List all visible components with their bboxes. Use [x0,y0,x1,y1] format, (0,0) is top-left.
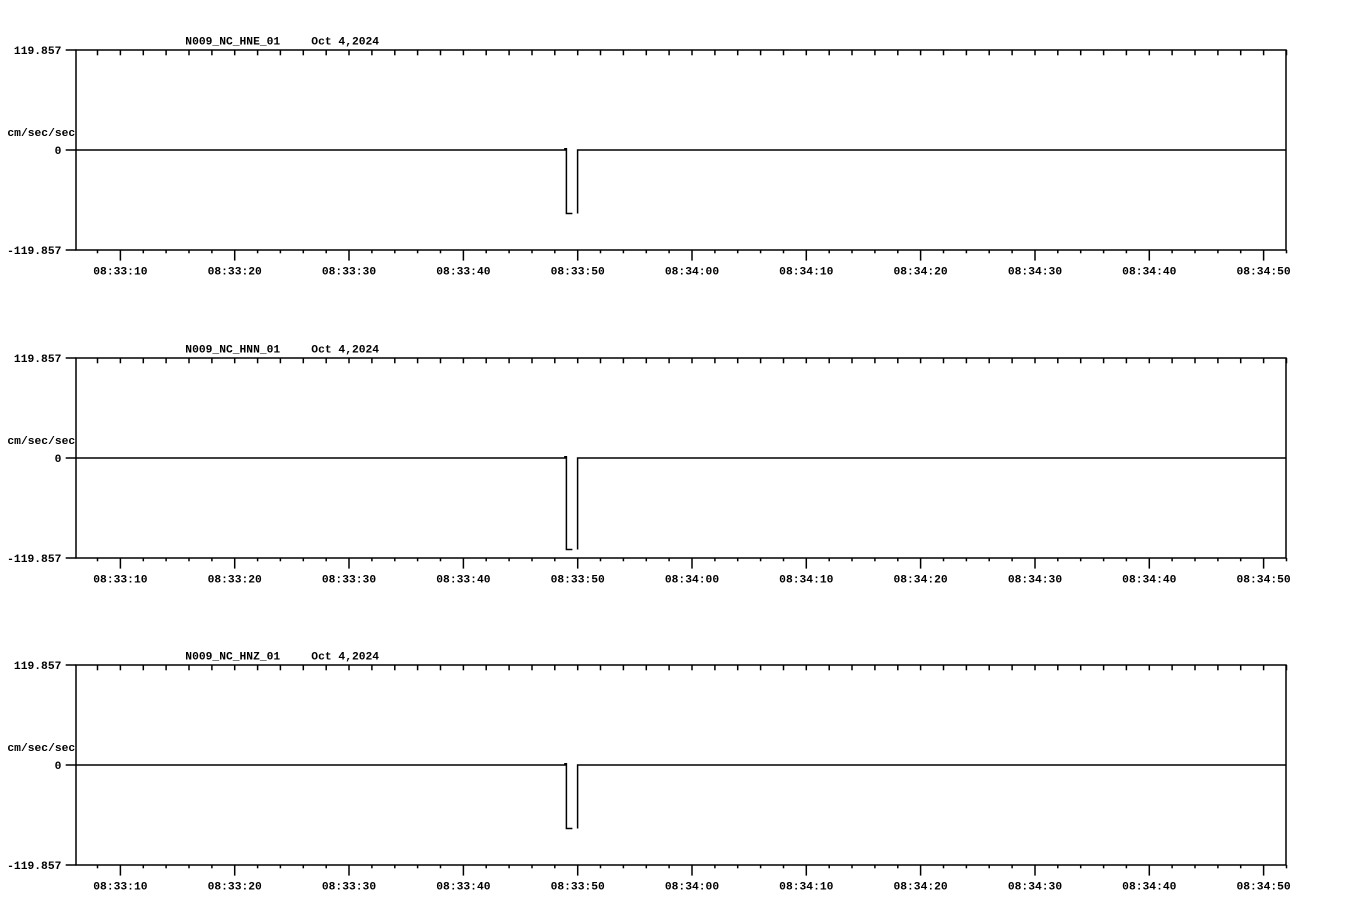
svg-text:119.857: 119.857 [14,354,62,366]
svg-text:N009_NC_HNZ_01: N009_NC_HNZ_01 [185,652,280,664]
svg-text:08:33:50: 08:33:50 [551,575,605,587]
svg-text:08:34:00: 08:34:00 [665,267,719,279]
svg-text:119.857: 119.857 [14,661,62,673]
svg-text:-119.857: -119.857 [7,246,61,258]
svg-text:08:33:30: 08:33:30 [322,575,376,587]
svg-text:08:33:30: 08:33:30 [322,267,376,279]
svg-text:Oct 4,2024: Oct 4,2024 [311,345,379,357]
svg-text:08:34:30: 08:34:30 [1008,882,1062,894]
svg-text:08:34:30: 08:34:30 [1008,575,1062,587]
svg-text:08:33:20: 08:33:20 [208,882,262,894]
svg-text:08:34:50: 08:34:50 [1236,267,1290,279]
svg-text:08:33:20: 08:33:20 [208,267,262,279]
svg-text:08:34:40: 08:34:40 [1122,267,1176,279]
svg-text:08:34:00: 08:34:00 [665,882,719,894]
svg-text:08:33:30: 08:33:30 [322,882,376,894]
svg-text:08:33:20: 08:33:20 [208,575,262,587]
svg-text:cm/sec/sec: cm/sec/sec [7,743,75,755]
svg-text:08:33:40: 08:33:40 [436,882,490,894]
svg-text:08:34:10: 08:34:10 [779,575,833,587]
svg-text:08:33:50: 08:33:50 [551,267,605,279]
svg-text:119.857: 119.857 [14,46,62,58]
svg-text:08:33:10: 08:33:10 [93,267,147,279]
svg-text:08:33:10: 08:33:10 [93,882,147,894]
svg-text:0: 0 [55,454,62,466]
svg-text:Oct 4,2024: Oct 4,2024 [311,652,379,664]
svg-text:0: 0 [55,761,62,773]
svg-text:08:33:10: 08:33:10 [93,575,147,587]
svg-text:cm/sec/sec: cm/sec/sec [7,436,75,448]
svg-text:08:34:20: 08:34:20 [893,882,947,894]
svg-text:0: 0 [55,146,62,158]
svg-text:N009_NC_HNE_01: N009_NC_HNE_01 [185,37,280,49]
svg-text:cm/sec/sec: cm/sec/sec [7,128,75,140]
svg-text:08:34:10: 08:34:10 [779,267,833,279]
svg-text:08:34:50: 08:34:50 [1236,882,1290,894]
svg-text:08:34:10: 08:34:10 [779,882,833,894]
svg-text:-119.857: -119.857 [7,554,61,566]
svg-text:08:33:40: 08:33:40 [436,267,490,279]
svg-text:08:34:30: 08:34:30 [1008,267,1062,279]
svg-text:08:34:20: 08:34:20 [893,575,947,587]
svg-text:08:34:00: 08:34:00 [665,575,719,587]
svg-text:N009_NC_HNN_01: N009_NC_HNN_01 [185,345,280,357]
svg-text:Oct 4,2024: Oct 4,2024 [311,37,379,49]
svg-text:-119.857: -119.857 [7,861,61,873]
svg-text:08:34:50: 08:34:50 [1236,575,1290,587]
svg-text:08:34:40: 08:34:40 [1122,882,1176,894]
svg-text:08:34:40: 08:34:40 [1122,575,1176,587]
svg-text:08:33:40: 08:33:40 [436,575,490,587]
svg-text:08:34:20: 08:34:20 [893,267,947,279]
svg-text:08:33:50: 08:33:50 [551,882,605,894]
